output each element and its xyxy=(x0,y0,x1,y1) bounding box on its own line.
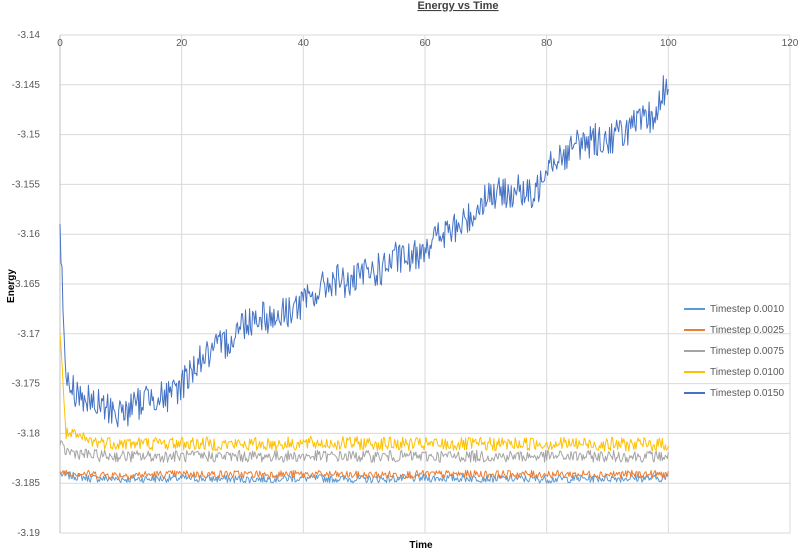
x-tick-label: 0 xyxy=(57,38,63,49)
chart-title: Energy vs Time xyxy=(417,0,498,12)
y-axis-title: Energy xyxy=(6,269,17,303)
series-line-5 xyxy=(59,75,669,428)
legend-label: Timestep 0.0010 xyxy=(710,304,785,315)
legend-label: Timestep 0.0100 xyxy=(710,367,785,378)
y-tick-label: -3.15 xyxy=(17,130,40,141)
series-line-4 xyxy=(59,333,669,452)
y-tick-labels: -3.14 -3.145 -3.15 -3.155 -3.16 -3.165 -3.17 -3… xyxy=(12,30,41,539)
legend-label: Timestep 0.0075 xyxy=(710,346,785,357)
x-tick-labels: 0 20 40 60 80 100 120 xyxy=(57,38,799,49)
series-line-3 xyxy=(59,440,669,463)
y-tick-label: -3.19 xyxy=(17,528,40,539)
x-tick-label: 120 xyxy=(782,38,799,49)
x-tick-label: 60 xyxy=(419,38,431,49)
y-tick-label: -3.185 xyxy=(12,478,41,489)
y-tick-label: -3.145 xyxy=(12,80,41,91)
y-tick-label: -3.155 xyxy=(12,179,41,190)
legend: Timestep 0.0010 Timestep 0.0025 Timestep 0… xyxy=(684,304,785,399)
y-tick-label: -3.165 xyxy=(12,279,41,290)
x-axis-title: Time xyxy=(409,540,433,551)
y-tick-label: -3.17 xyxy=(17,329,40,340)
y-tick-label: -3.16 xyxy=(17,229,40,240)
series-lines xyxy=(59,75,669,484)
x-tick-label: 20 xyxy=(176,38,188,49)
x-tick-label: 100 xyxy=(660,38,677,49)
grid xyxy=(59,34,791,534)
x-tick-label: 80 xyxy=(541,38,553,49)
y-tick-label: -3.14 xyxy=(17,30,40,41)
legend-label: Timestep 0.0150 xyxy=(710,388,785,399)
legend-label: Timestep 0.0025 xyxy=(710,325,785,336)
series-line-1 xyxy=(59,470,669,484)
y-tick-label: -3.175 xyxy=(12,379,41,390)
y-tick-label: -3.18 xyxy=(17,428,40,439)
x-tick-label: 40 xyxy=(298,38,310,49)
series-line-2 xyxy=(59,469,669,480)
